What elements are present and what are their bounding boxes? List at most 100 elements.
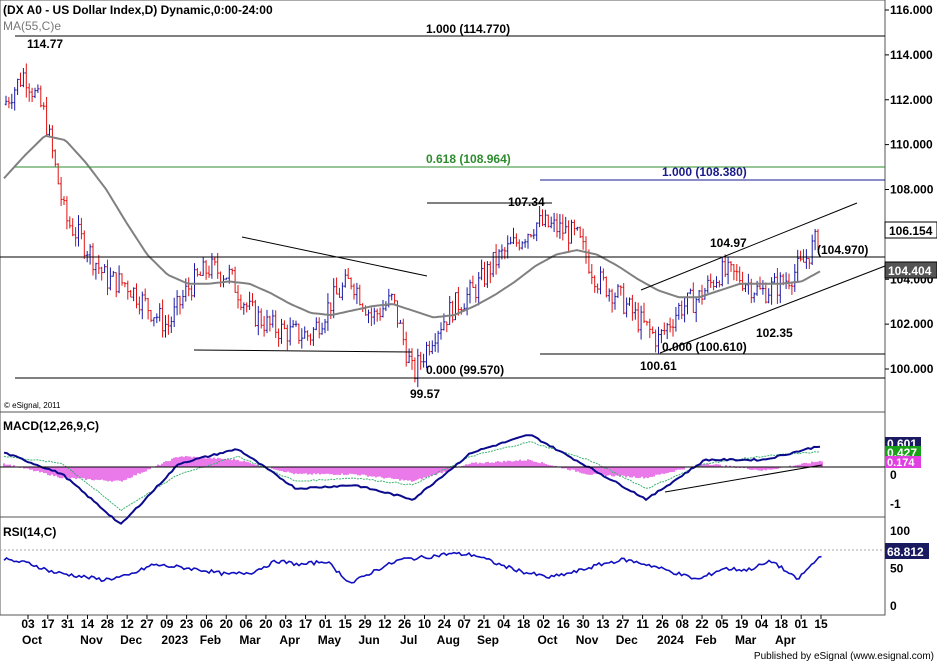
price-bar: [439, 322, 443, 340]
price-bar: [602, 268, 605, 281]
x-date-label: 17: [41, 617, 55, 631]
price-bar: [120, 273, 124, 286]
label-114-77: 114.77: [27, 37, 63, 51]
price-tick-label: 110.000: [890, 138, 933, 152]
x-month-label: May: [318, 633, 342, 647]
price-bar: [660, 329, 663, 344]
x-date-label: 12: [120, 617, 134, 631]
price-bar: [677, 302, 681, 320]
x-date-label: 10: [418, 617, 432, 631]
price-bar: [404, 331, 408, 367]
price-bar: [236, 285, 240, 309]
price-bar: [286, 324, 289, 351]
x-date-label: 23: [180, 617, 194, 631]
price-bar: [445, 321, 449, 333]
price-bar: [62, 196, 66, 206]
price-bar: [639, 305, 643, 340]
price-bar: [329, 302, 333, 320]
price-bar: [390, 293, 393, 301]
esignal-watermark: © eSignal, 2011: [4, 401, 61, 410]
price-bar: [526, 233, 530, 249]
x-month-label: Dec: [120, 633, 142, 647]
x-date-label: 30: [576, 617, 590, 631]
price-bar: [312, 327, 315, 346]
price-bar: [207, 265, 211, 278]
price-bar: [494, 244, 498, 275]
price-bar: [787, 273, 791, 290]
price-bar: [607, 288, 611, 302]
x-date-label: 27: [616, 617, 630, 631]
label-100-61: 100.61: [640, 359, 677, 373]
x-month-label: Oct: [537, 633, 557, 647]
price-bar: [425, 341, 428, 369]
price-bar: [45, 96, 48, 137]
price-bar: [42, 102, 45, 110]
price-bar: [114, 272, 118, 298]
macd-tick-label: 0: [890, 468, 897, 482]
fib-label-99-570: 0.000 (99.570): [426, 363, 504, 377]
x-date-label: 07: [457, 617, 471, 631]
price-bar: [80, 217, 83, 240]
price-bar: [497, 249, 501, 269]
price-bar: [512, 227, 515, 244]
price-bar: [103, 264, 106, 274]
price-bar: [248, 291, 251, 310]
price-bar: [143, 288, 147, 302]
trendline-feb-jul: [241, 236, 428, 277]
price-bar: [541, 209, 544, 227]
price-bar: [468, 279, 472, 304]
macd-line: [3, 434, 821, 525]
price-bar: [515, 233, 518, 247]
x-date-label: 02: [537, 617, 551, 631]
price-bar: [752, 292, 756, 303]
label-99-57: 99.57: [410, 387, 440, 401]
x-date-label: 18: [517, 617, 531, 631]
ma-label: MA(55,C)e: [3, 19, 61, 33]
price-bar: [694, 296, 698, 323]
macd-trendline: [664, 464, 823, 493]
x-date-label: 09: [160, 617, 174, 631]
price-bar: [605, 276, 608, 298]
price-bar: [735, 264, 739, 282]
price-bar: [532, 229, 536, 240]
x-month-label: Mar: [239, 633, 261, 647]
price-bar: [741, 271, 744, 291]
price-bar: [561, 214, 565, 241]
x-date-label: 26: [656, 617, 670, 631]
price-bar: [158, 303, 161, 322]
price-bar: [558, 213, 562, 239]
price-bar: [213, 257, 217, 266]
ma-55-line: [3, 134, 821, 319]
price-bar: [428, 340, 431, 356]
price-bar: [39, 85, 43, 108]
price-bar: [204, 260, 208, 280]
price-bar: [570, 219, 573, 244]
price-bar: [581, 228, 585, 250]
price-bar: [564, 216, 567, 234]
price-bar: [593, 275, 596, 293]
x-month-label: Sep: [477, 633, 499, 647]
price-bar: [13, 87, 16, 111]
price-bar: [254, 299, 257, 327]
price-bar: [193, 263, 196, 298]
x-date-label: 27: [140, 617, 154, 631]
price-bar: [201, 256, 205, 276]
x-date-label: 03: [279, 617, 293, 631]
price-bar: [181, 289, 185, 309]
price-bar: [465, 287, 469, 316]
macd-label: MACD(12,26,9,C): [3, 419, 99, 433]
channel-upper: [640, 202, 858, 291]
price-bar: [352, 283, 356, 300]
channel-lower: [659, 265, 886, 354]
price-bar: [341, 282, 344, 301]
price-bar: [738, 266, 741, 283]
price-bar: [567, 220, 570, 253]
price-bar: [117, 265, 121, 294]
price-bar: [141, 291, 144, 320]
price-bar: [378, 307, 382, 321]
price-bar: [306, 330, 309, 341]
price-bar: [288, 317, 292, 346]
x-date-label: 26: [398, 617, 412, 631]
price-bar: [262, 315, 266, 337]
